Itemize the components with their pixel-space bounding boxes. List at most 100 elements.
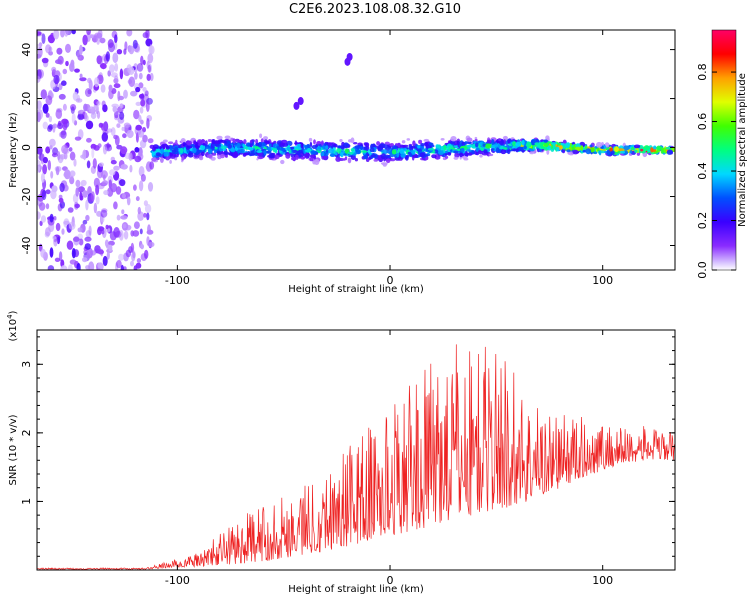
heatmap-band-cell [443,144,447,151]
heatmap-noise-cell [58,197,64,203]
heatmap-noise-cell [68,147,73,152]
heatmap-band-cell [471,150,475,155]
heatmap-band-cell [169,159,172,164]
heatmap-noise-cell [116,123,121,128]
snr-ytick-label: 1 [20,498,33,505]
heatmap-noise-cell [134,155,142,163]
heatmap-band-cell [403,144,409,148]
heatmap-noise-cell [55,222,61,232]
heatmap-noise-cell [58,83,63,91]
snr-xtick-label: 100 [592,574,613,587]
heatmap-noise-cell [41,33,46,44]
heatmap-noise-cell [110,160,117,165]
heatmap-noise-cell [96,110,101,119]
heatmap-noise-cell [114,110,119,119]
heatmap-noise-cell [51,185,58,193]
heatmap-band-cell [249,140,253,144]
heatmap-band-cell [181,155,185,161]
spectrogram-ytick-label: 0 [20,144,33,151]
heatmap-noise-cell [75,187,79,197]
heatmap-noise-cell [98,162,104,167]
heatmap-band-cell [550,142,558,145]
heatmap-band-cell [255,138,259,145]
heatmap-band-cell [173,154,179,158]
heatmap-noise-cell [47,160,51,171]
heatmap-band-cell [355,149,361,155]
heatmap-noise-cell [127,79,133,85]
spectrogram-xtick-label: 0 [387,274,394,287]
heatmap-band-cell [564,142,570,148]
heatmap-noise-cell [77,113,85,121]
heatmap-noise-cell [134,147,140,153]
heatmap-noise-cell [119,68,124,80]
snr-ytick-label: 2 [20,429,33,436]
heatmap-band-cell [214,143,220,147]
heatmap-noise-cell [101,229,105,235]
heatmap-noise-cell [37,100,42,110]
heatmap-noise-cell [79,77,87,82]
heatmap-noise-cell [113,83,121,89]
heatmap-noise-cell [118,253,124,261]
heatmap-band-cell [328,142,333,146]
heatmap-band-cell [261,142,266,147]
heatmap-band-cell [459,151,463,158]
heatmap-noise-cell [62,103,67,111]
heatmap-noise-cell [144,203,152,214]
heatmap-noise-cell [68,264,73,270]
heatmap-band-cell [615,146,619,152]
heatmap-noise-cell [103,190,109,196]
heatmap-band-cell [545,135,550,141]
heatmap-band-cell [596,147,600,151]
heatmap-band-cell [288,149,292,154]
heatmap-band-cell [629,150,633,154]
heatmap-noise-cell [142,32,149,39]
heatmap-band-cell [653,145,657,150]
heatmap-band-cell [620,150,625,154]
heatmap-band-cell [186,140,192,146]
heatmap-noise-cell [116,260,122,269]
heatmap-noise-cell [149,72,154,82]
heatmap-band-cell [617,148,625,152]
heatmap-band-cell [450,140,455,145]
heatmap-noise-cell [147,53,154,64]
heatmap-noise-cell [71,30,76,35]
heatmap-noise-cell [144,90,149,97]
heatmap-band-cell [211,140,216,145]
heatmap-band-cell [316,146,322,150]
heatmap-band-cell [523,145,527,150]
heatmap-band-cell [556,146,560,152]
heatmap-noise-cell [122,133,127,139]
heatmap-band-cell [219,154,225,159]
heatmap-band-cell [152,147,156,152]
heatmap-band-cell [242,144,246,148]
snr-scale-exp: 4 [6,314,14,319]
heatmap-noise-cell [37,159,41,171]
heatmap-band-cell [280,159,285,165]
heatmap-band-cell [589,144,593,148]
heatmap-band-cell [416,148,423,152]
heatmap-band-cell [197,139,203,144]
heatmap-band-cell [217,139,224,143]
heatmap-band-cell [354,158,358,162]
heatmap-band-cell [460,145,466,149]
heatmap-noise-cell [140,174,146,182]
snr-scale-note: (x104) [6,310,19,341]
heatmap-noise-cell [116,214,121,221]
heatmap-noise-cell [65,43,71,54]
heatmap-noise-cell [118,95,124,101]
heatmap-band-cell [309,157,314,162]
heatmap-noise-cell [97,30,103,38]
heatmap-band-cell [438,150,444,155]
heatmap-noise-cell [101,132,109,142]
heatmap-band-cell [285,153,291,159]
heatmap-noise-cell [130,260,134,267]
heatmap-noise-cell [132,251,136,259]
heatmap-noise-cell [105,51,111,62]
heatmap-band-cell [279,142,286,146]
heatmap-noise-cell [135,124,142,131]
spectrogram-panel: -100 0 100 -40 -20 0 20 40 Height of straight l… [8,29,676,295]
heatmap-band-cell [521,139,525,146]
spectrogram-xlabel: Height of straight line (km) [288,284,424,295]
heatmap-noise-cell [60,30,65,38]
heatmap-band-cell [340,152,344,158]
